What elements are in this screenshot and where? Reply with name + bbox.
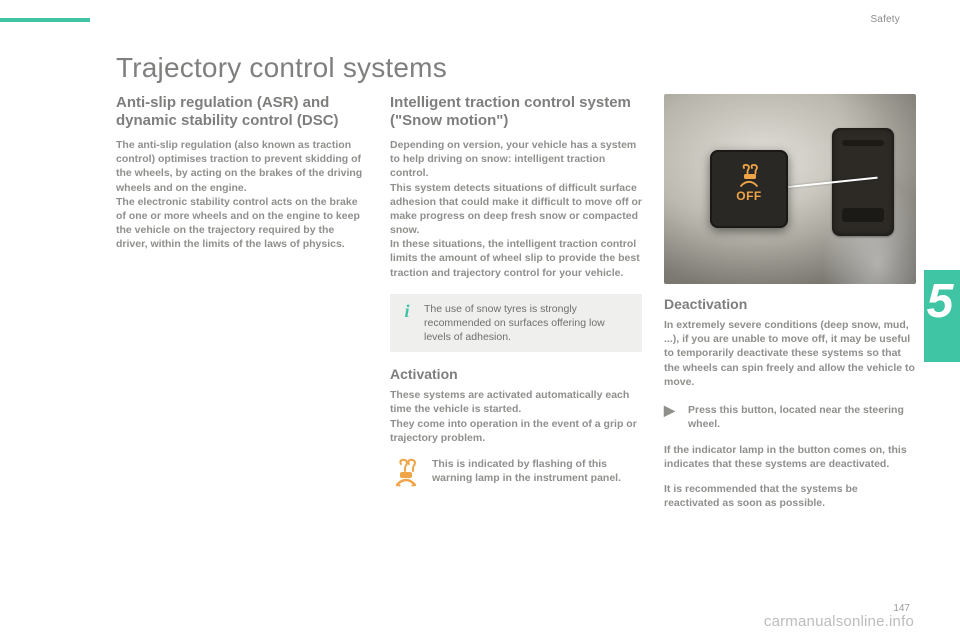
chapter-number: 5: [926, 278, 954, 326]
instruction-bullet: ▶ Press this button, located near the st…: [664, 403, 916, 431]
esc-off-icon: OFF: [727, 164, 771, 214]
esc-off-button[interactable]: OFF: [710, 150, 788, 228]
warning-row: This is indicated by flashing of this wa…: [390, 457, 642, 489]
warning-text: This is indicated by flashing of this wa…: [432, 457, 642, 485]
dashboard-photo: OFF: [664, 94, 916, 284]
watermark: carmanualsonline.info: [764, 613, 914, 630]
column-asr-dsc: Anti-slip regulation (ASR) and dynamic s…: [116, 94, 368, 251]
accent-bar: [0, 18, 90, 22]
heading-activation: Activation: [390, 366, 642, 382]
instruction-text: Press this button, located near the stee…: [688, 403, 916, 431]
play-icon: ▶: [664, 403, 678, 431]
section-label: Safety: [870, 14, 900, 25]
esc-warning-icon: [390, 457, 422, 489]
page-title: Trajectory control systems: [116, 52, 447, 84]
info-box: i The use of snow tyres is strongly reco…: [390, 294, 642, 353]
heading-traction: Intelligent traction control system ("Sn…: [390, 94, 642, 130]
note-indicator-lamp: If the indicator lamp in the button come…: [664, 443, 916, 471]
body-asr-dsc: The anti-slip regulation (also known as …: [116, 138, 368, 251]
body-activation: These systems are activated automaticall…: [390, 388, 642, 445]
column-traction: Intelligent traction control system ("Sn…: [390, 94, 642, 489]
page: Safety 5 Trajectory control systems Anti…: [0, 0, 960, 640]
heading-asr-dsc: Anti-slip regulation (ASR) and dynamic s…: [116, 94, 368, 130]
info-text: The use of snow tyres is strongly recomm…: [424, 303, 605, 343]
body-deactivation: In extremely severe conditions (deep sno…: [664, 318, 916, 389]
body-traction: Depending on version, your vehicle has a…: [390, 138, 642, 280]
column-deactivation: OFF Deactivation In extremely severe con…: [664, 94, 916, 510]
info-icon: i: [398, 302, 416, 320]
note-reactivate: It is recommended that the systems be re…: [664, 482, 916, 510]
esc-off-label: OFF: [736, 190, 762, 202]
heading-deactivation: Deactivation: [664, 296, 916, 312]
